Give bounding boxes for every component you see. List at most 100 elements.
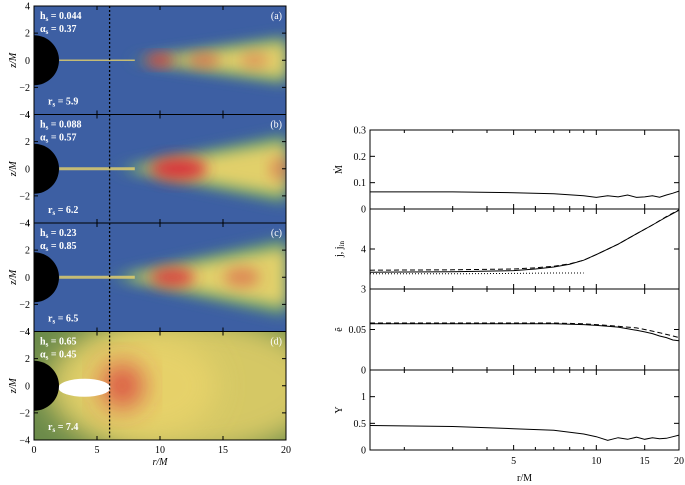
x-tick-label: 10 (155, 445, 165, 456)
profile-panel: 0 0.05 ẽ (334, 288, 680, 377)
panel-letter: (a) (271, 11, 282, 22)
y-tick-label: 4 (361, 245, 366, 256)
x-tick-label: 15 (640, 456, 650, 467)
x-tick-label: 0 (32, 445, 37, 456)
x-tick-label: 15 (218, 445, 228, 456)
y-tick-label: 4 (25, 110, 30, 121)
density-blob (240, 52, 269, 69)
panel-frame (369, 208, 680, 290)
density-blob (77, 335, 218, 436)
annotation-r: rs = 6.2 (48, 205, 78, 217)
panel-letter: (d) (270, 337, 282, 348)
y-axis-label: j, jin (334, 241, 346, 259)
density-blob (223, 267, 260, 288)
annotation-alpha: αs = 0.45 (40, 350, 77, 362)
annotation-alpha: αs = 0.37 (40, 24, 77, 36)
density-blob (150, 156, 207, 181)
density-blob (269, 156, 286, 181)
x-tick-label: 20 (281, 445, 291, 456)
profile-panel: 0 0.5 1 Υ (334, 369, 680, 457)
annotation-h: hs = 0.23 (40, 228, 77, 240)
y-axis-label: ẽ (334, 327, 345, 332)
y-tick-label: −4 (19, 327, 30, 338)
y-axis-label: z/M (8, 161, 19, 178)
y-tick-label: 0.5 (354, 419, 367, 430)
y-tick-label: 0 (25, 56, 30, 67)
annotation-h: hs = 0.088 (40, 120, 82, 132)
panel-image (34, 6, 286, 115)
panel-frame (369, 369, 680, 451)
x-axis-label: r/M (517, 473, 532, 484)
black-hole (34, 143, 59, 194)
profile-panel: 0 0.1 0.2 0.3 Ṁ (333, 126, 680, 216)
annotation-alpha: αs = 0.85 (40, 241, 77, 253)
disk-wedge-core (124, 247, 286, 307)
y-tick-label: −2 (19, 83, 30, 94)
density-blob (146, 54, 174, 67)
x-tick-label: 20 (674, 456, 684, 467)
y-tick-label: 2 (25, 29, 30, 40)
black-hole (34, 252, 59, 303)
series-line-dotted (370, 272, 584, 275)
y-tick-label: 4 (25, 327, 30, 338)
black-hole (34, 360, 59, 411)
y-tick-label: 2 (25, 246, 30, 257)
empty-funnel (58, 378, 111, 397)
y-axis-label: z/M (8, 52, 19, 69)
density-blob (188, 53, 221, 68)
x-tick-label: 5 (95, 445, 100, 456)
y-tick-label: 0 (25, 381, 30, 392)
series-line-solid (370, 323, 680, 342)
panel-letter: (c) (271, 228, 282, 239)
radial-profile-plots: 0 0.1 0.2 0.3 Ṁ 3 4 j, jin 0 0.05 ẽ 0 0.5 1 Υ 5 10 15 20 r/… (333, 126, 684, 485)
y-tick-label: 0 (361, 205, 366, 216)
black-hole (34, 35, 59, 86)
annotation-alpha: αs = 0.57 (40, 133, 77, 145)
panel-letter: (b) (270, 120, 282, 131)
series-line-solid (369, 425, 680, 441)
series-line-dashed (370, 322, 680, 339)
density-blob (102, 363, 143, 408)
y-tick-label: −2 (19, 408, 30, 419)
density-blob (150, 267, 195, 288)
panel-image (34, 223, 286, 332)
y-tick-label: 0.2 (354, 152, 367, 163)
y-tick-label: 2 (25, 354, 30, 365)
y-axis-label: Ṁ (333, 165, 345, 174)
series-line-dashed (369, 209, 680, 271)
annotation-r: rs = 7.4 (48, 422, 78, 434)
panel-image (34, 114, 286, 223)
panel-image (34, 331, 286, 440)
y-tick-label: 3 (361, 285, 366, 296)
x-tick-label: 10 (591, 456, 601, 467)
y-tick-label: 1 (361, 392, 366, 403)
y-tick-label: 0.05 (349, 325, 367, 336)
y-tick-label: 0.3 (354, 126, 367, 137)
y-tick-label: 0 (25, 273, 30, 284)
profile-panel: 3 4 j, jin (334, 208, 680, 296)
disk-wedge-core (130, 142, 286, 195)
y-axis-label: z/M (8, 378, 19, 395)
y-axis-label: z/M (8, 269, 19, 286)
y-tick-label: 4 (25, 219, 30, 230)
annotation-r: rs = 6.5 (48, 314, 78, 326)
y-tick-label: −4 (19, 436, 30, 447)
y-tick-label: 0 (25, 164, 30, 175)
y-tick-label: −2 (19, 191, 30, 202)
y-tick-label: −4 (19, 219, 30, 230)
y-tick-label: 0.1 (354, 178, 367, 189)
y-tick-label: 2 (25, 137, 30, 148)
annotation-h: hs = 0.65 (40, 337, 77, 349)
panel-frame (369, 129, 680, 210)
x-tick-label: 5 (511, 456, 516, 467)
y-axis-label: Υ (334, 406, 345, 413)
annotation-h: hs = 0.044 (40, 11, 82, 23)
y-tick-label: −2 (19, 300, 30, 311)
x-axis-label: r/M (153, 457, 169, 468)
series-line-solid (369, 209, 680, 273)
